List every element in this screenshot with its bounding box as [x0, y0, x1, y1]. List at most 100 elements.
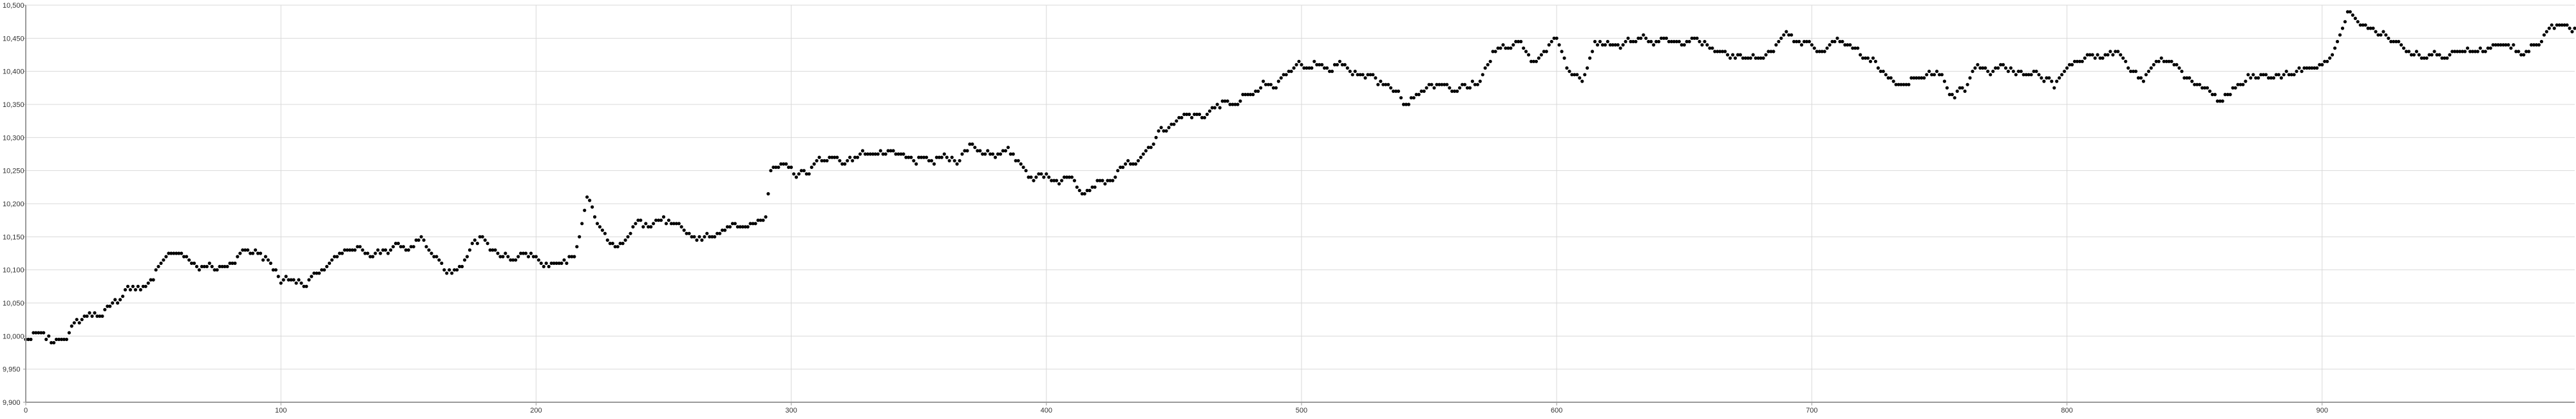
data-point [1718, 50, 1722, 54]
data-point [1101, 179, 1104, 182]
data-point [1695, 36, 1699, 40]
data-point [1262, 79, 1265, 83]
data-point [695, 238, 699, 242]
data-point [1032, 179, 1036, 182]
data-point [1399, 96, 1403, 100]
data-point [677, 222, 681, 226]
data-point [1392, 89, 1396, 93]
data-point [578, 235, 582, 239]
data-point [934, 155, 938, 159]
data-point [460, 264, 464, 269]
data-point [2310, 66, 2314, 70]
data-point [144, 284, 147, 288]
data-point [2440, 56, 2444, 60]
data-point [2318, 63, 2322, 66]
data-point [1366, 73, 1370, 77]
data-point [90, 314, 94, 318]
data-point [914, 162, 918, 166]
y-tick-label: 10,000 [3, 333, 24, 340]
data-point [263, 255, 267, 258]
data-point [1164, 129, 1168, 133]
data-point [34, 331, 38, 335]
data-point [2333, 46, 2337, 50]
y-tick-label: 10,200 [3, 200, 24, 208]
data-point [448, 268, 451, 272]
data-point [881, 152, 885, 156]
data-point [116, 301, 120, 305]
data-point [2282, 73, 2286, 77]
data-point [516, 255, 520, 258]
data-point [2144, 73, 2148, 77]
data-point [297, 278, 301, 282]
data-point [1603, 43, 1607, 47]
data-point [1404, 102, 1408, 106]
data-point [1897, 83, 1900, 86]
data-point [1626, 36, 1630, 40]
data-point [340, 251, 344, 255]
data-point [1981, 66, 1985, 70]
data-point [1777, 39, 1781, 44]
data-point [2188, 76, 2192, 80]
data-point [2456, 50, 2459, 54]
data-point [894, 152, 898, 156]
data-point [1667, 39, 1671, 44]
data-point [2114, 50, 2117, 54]
data-point [1297, 59, 1301, 63]
data-point [182, 255, 186, 258]
data-point [2126, 66, 2130, 70]
data-point [1195, 112, 1199, 116]
data-point [1228, 102, 1232, 106]
data-point [1180, 115, 1184, 120]
data-point [769, 169, 773, 173]
data-point [922, 155, 926, 159]
data-point [927, 159, 931, 162]
data-point [2412, 53, 2416, 57]
data-point [2371, 26, 2375, 30]
data-point [1605, 39, 1609, 44]
data-point [983, 152, 987, 156]
data-point [80, 318, 84, 322]
data-point [1108, 179, 1112, 182]
data-point [692, 235, 696, 239]
data-point [2065, 66, 2069, 70]
data-point [2453, 50, 2457, 54]
data-point [88, 311, 91, 315]
data-point [2351, 13, 2354, 17]
data-point [1055, 179, 1059, 182]
data-point [374, 251, 377, 255]
data-point [496, 251, 500, 255]
data-point [2560, 23, 2564, 27]
data-point [2448, 53, 2452, 57]
data-point [993, 155, 998, 159]
data-point [2570, 30, 2574, 34]
data-point [327, 261, 332, 265]
data-point [1728, 56, 1732, 60]
data-point [254, 248, 258, 252]
data-point [853, 155, 857, 159]
data-point [708, 235, 712, 239]
data-point [2101, 56, 2105, 60]
data-point [2297, 66, 2301, 70]
data-point [243, 248, 247, 252]
data-point [2422, 56, 2426, 60]
data-point [1557, 43, 1561, 47]
data-point [2070, 63, 2074, 66]
data-point [674, 222, 678, 226]
data-point [1960, 86, 1964, 90]
data-point [613, 245, 617, 249]
data-point [639, 219, 643, 222]
data-point [1927, 70, 1931, 73]
data-point [32, 331, 35, 335]
data-point [1511, 43, 1515, 47]
data-point [1891, 79, 1895, 83]
data-point [1922, 76, 1926, 80]
data-point [1639, 36, 1643, 40]
data-point [1003, 149, 1007, 153]
data-point [514, 258, 518, 262]
data-point [1139, 155, 1142, 159]
data-point [522, 251, 526, 255]
data-point [971, 142, 974, 146]
data-point [634, 222, 638, 226]
data-point [1965, 83, 1969, 86]
data-point [1256, 89, 1260, 93]
